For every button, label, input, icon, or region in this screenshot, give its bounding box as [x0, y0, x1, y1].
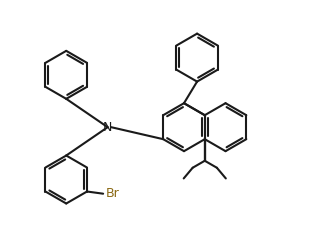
Text: Br: Br — [105, 187, 119, 200]
Text: N: N — [103, 121, 112, 134]
